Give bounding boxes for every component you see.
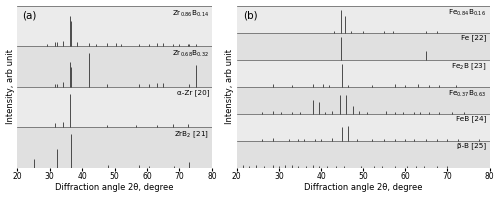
Text: Zr$_{0.86}$B$_{0.14}$: Zr$_{0.86}$B$_{0.14}$ (172, 8, 210, 19)
Text: β-B [25]: β-B [25] (457, 142, 486, 149)
Bar (237, 6, 490, 32)
Text: α-Zr [20]: α-Zr [20] (177, 89, 210, 96)
Text: (a): (a) (22, 10, 36, 20)
Bar (18, 87, 212, 127)
X-axis label: Diffraction angle 2θ, degree: Diffraction angle 2θ, degree (304, 183, 422, 192)
Bar (18, 127, 212, 168)
Bar (237, 60, 490, 87)
Y-axis label: Intensity, arb unit: Intensity, arb unit (225, 49, 234, 124)
Text: (b): (b) (243, 10, 258, 20)
Bar (237, 141, 490, 168)
Text: FeB [24]: FeB [24] (456, 115, 486, 122)
Bar (18, 6, 212, 46)
Text: Fe [22]: Fe [22] (461, 34, 486, 41)
Y-axis label: Intensity, arb unit: Intensity, arb unit (6, 49, 15, 124)
Text: Fe$_{0.37}$B$_{0.63}$: Fe$_{0.37}$B$_{0.63}$ (448, 89, 486, 99)
Bar (237, 32, 490, 60)
Text: ZrB$_2$ [21]: ZrB$_2$ [21] (174, 130, 210, 140)
Bar (237, 87, 490, 113)
Bar (237, 113, 490, 141)
Text: Zr$_{0.68}$B$_{0.32}$: Zr$_{0.68}$B$_{0.32}$ (172, 49, 210, 59)
Bar (18, 46, 212, 87)
Text: Fe$_{0.84}$B$_{0.16}$: Fe$_{0.84}$B$_{0.16}$ (448, 8, 486, 18)
Text: Fe$_2$B [23]: Fe$_2$B [23] (450, 61, 486, 72)
X-axis label: Diffraction angle 2θ, degree: Diffraction angle 2θ, degree (56, 183, 174, 192)
